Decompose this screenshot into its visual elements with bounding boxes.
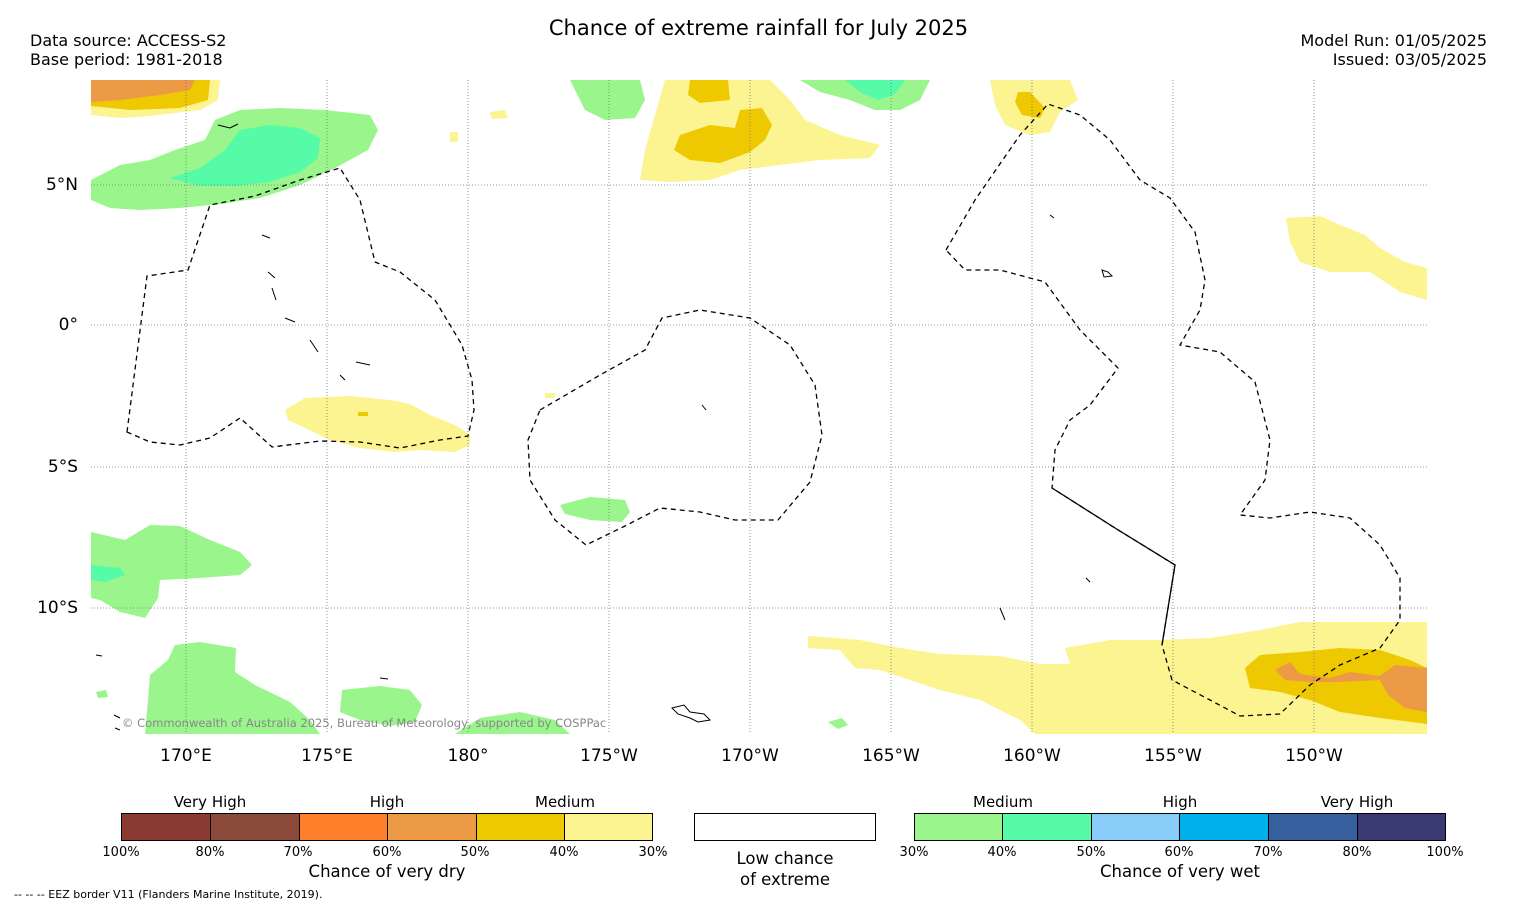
copyright-notice: © Commonwealth of Australia 2025, Bureau… bbox=[122, 716, 607, 730]
lat-label-5n: 5°N bbox=[45, 175, 78, 195]
low-chance-swatch bbox=[694, 813, 876, 841]
base-period-label: Base period: 1981-2018 bbox=[30, 50, 223, 69]
wet-swatch-80-100 bbox=[1357, 813, 1446, 841]
dry-swatch-60-70 bbox=[299, 813, 389, 841]
dry-region-small-3 bbox=[450, 132, 458, 142]
dry-swatch-70-80 bbox=[210, 813, 300, 841]
island-kiritimati bbox=[1101, 269, 1114, 278]
dry-head-very-high: Very High bbox=[173, 793, 247, 811]
dry-region-southeast-strong bbox=[1275, 662, 1427, 712]
eez-border-solid-segment bbox=[1051, 487, 1176, 646]
dry-tick-70: 70% bbox=[283, 845, 313, 860]
dry-region-north-center-mid-2 bbox=[674, 108, 772, 163]
islands bbox=[95, 123, 1114, 731]
wet-head-high: High bbox=[1162, 793, 1198, 811]
wet-tick-60: 60% bbox=[1164, 845, 1194, 860]
island-group-1 bbox=[217, 123, 371, 381]
wet-head-medium: Medium bbox=[973, 793, 1033, 811]
eez-borders bbox=[126, 103, 1401, 717]
low-chance-title: Low chance of extreme bbox=[694, 848, 876, 890]
model-run-label: Model Run: 01/05/2025 bbox=[1300, 31, 1488, 50]
dry-region-nw-strong bbox=[91, 80, 195, 102]
wet-tick-50: 50% bbox=[1076, 845, 1106, 860]
dry-swatch-30-40 bbox=[564, 813, 653, 841]
low-chance-line-2: of extreme bbox=[739, 870, 831, 889]
issued-label: Issued: 03/05/2025 bbox=[1332, 50, 1487, 69]
lon-label-175w: 175°W bbox=[580, 746, 638, 766]
wet-tick-80: 80% bbox=[1342, 845, 1372, 860]
dry-tick-30: 30% bbox=[638, 845, 668, 860]
data-source-label: Data source: ACCESS-S2 bbox=[30, 31, 227, 50]
island-samoa bbox=[671, 704, 712, 723]
wet-swatch-60-70 bbox=[1179, 813, 1269, 841]
lat-label-0: 0° bbox=[58, 315, 78, 335]
wet-region-south-3 bbox=[455, 712, 570, 734]
lat-label-10s: 10°S bbox=[37, 598, 78, 618]
wet-tick-30: 30% bbox=[899, 845, 929, 860]
dry-tick-50: 50% bbox=[460, 845, 490, 860]
lon-label-150w: 150°W bbox=[1285, 746, 1343, 766]
dry-tick-60: 60% bbox=[372, 845, 402, 860]
wet-region-north-2-core bbox=[845, 80, 905, 100]
dry-swatch-50-60 bbox=[387, 813, 477, 841]
wet-region-south bbox=[145, 642, 320, 734]
dry-legend-title: Chance of very dry bbox=[308, 862, 466, 881]
wet-swatch-40-50 bbox=[1002, 813, 1092, 841]
lon-label-180: 180° bbox=[447, 746, 489, 766]
wet-regions bbox=[91, 80, 930, 734]
wet-region-southwest bbox=[91, 525, 252, 618]
lon-label-165w: 165°W bbox=[862, 746, 920, 766]
eez-border-note: -- -- -- EEZ border V11 (Flanders Marine… bbox=[14, 888, 323, 901]
dry-swatch-80-100 bbox=[121, 813, 211, 841]
lon-label-155w: 155°W bbox=[1144, 746, 1202, 766]
dry-regions bbox=[91, 80, 1427, 734]
wet-region-central bbox=[560, 497, 630, 522]
island-group-3 bbox=[95, 654, 389, 731]
low-chance-line-1: Low chance bbox=[736, 849, 834, 868]
data-source-info: Data source: ACCESS-S2 Base period: 1981… bbox=[30, 31, 226, 69]
wet-region-south-2 bbox=[340, 686, 422, 726]
lon-label-175e: 175°E bbox=[301, 746, 353, 766]
eez-border-tokelau bbox=[527, 309, 823, 546]
lat-label-5s: 5°S bbox=[47, 457, 78, 477]
dry-region-north-east-mid bbox=[1015, 92, 1045, 118]
wet-tick-100: 100% bbox=[1426, 845, 1464, 860]
dry-region-small-1 bbox=[490, 110, 508, 119]
map-title: Chance of extreme rainfall for July 2025 bbox=[548, 16, 969, 40]
eez-border-line-islands bbox=[945, 103, 1401, 717]
wet-region-islet-2 bbox=[96, 690, 108, 698]
dry-region-north-center-mid bbox=[688, 80, 730, 103]
dry-head-medium: Medium bbox=[535, 793, 595, 811]
wet-head-very-high: Very High bbox=[1320, 793, 1394, 811]
dry-region-east bbox=[1286, 216, 1427, 300]
wet-region-north-1 bbox=[570, 80, 645, 120]
wet-tick-40: 40% bbox=[987, 845, 1017, 860]
dry-head-high: High bbox=[369, 793, 405, 811]
wet-tick-70: 70% bbox=[1253, 845, 1283, 860]
lon-label-160w: 160°W bbox=[1003, 746, 1061, 766]
graticule bbox=[91, 80, 1427, 734]
wet-region-islet bbox=[828, 718, 848, 729]
wet-legend-title: Chance of very wet bbox=[1100, 862, 1260, 881]
wet-region-nw-core bbox=[170, 125, 320, 186]
lon-label-170w: 170°W bbox=[721, 746, 779, 766]
dry-region-central-west bbox=[285, 396, 470, 452]
island-group-2 bbox=[701, 214, 1091, 621]
lon-label-170e: 170°E bbox=[160, 746, 212, 766]
wet-swatch-30-40 bbox=[914, 813, 1003, 841]
model-run-info: Model Run: 01/05/2025 Issued: 03/05/2025 bbox=[1301, 31, 1488, 69]
dry-region-southeast bbox=[808, 622, 1427, 734]
dry-tick-80: 80% bbox=[195, 845, 225, 860]
dry-tick-100: 100% bbox=[102, 845, 140, 860]
wet-swatch-50-60 bbox=[1091, 813, 1181, 841]
dry-swatch-40-50 bbox=[476, 813, 566, 841]
wet-swatch-70-80 bbox=[1268, 813, 1358, 841]
dry-tick-40: 40% bbox=[549, 845, 579, 860]
map-area bbox=[91, 80, 1427, 734]
dry-region-central-west-core bbox=[358, 412, 368, 416]
wet-region-southwest-core bbox=[91, 565, 125, 582]
dry-region-small-2 bbox=[545, 393, 555, 398]
